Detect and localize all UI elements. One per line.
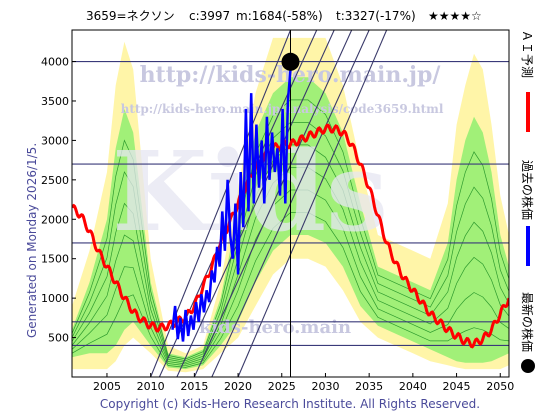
x-tick-label: 2010: [137, 380, 165, 393]
trend-line: [176, 30, 335, 377]
past-price-line: [171, 69, 292, 342]
legend-ai-prediction: ＡＩ予測: [520, 30, 534, 132]
y-tick-label: 1500: [41, 253, 69, 266]
y-tick-label: 500: [48, 332, 69, 345]
y-tick-label: 3500: [41, 95, 69, 108]
trend-line: [193, 30, 353, 377]
plot-border: [71, 29, 510, 378]
watermark-bottom: kids-hero.main: [199, 317, 351, 338]
target-stat: t:3327(-17%): [336, 9, 416, 23]
stock-code-name: 3659=ネクソン: [86, 9, 175, 23]
trend-line: [237, 30, 388, 377]
x-tick-label: 2020: [224, 380, 252, 393]
min-stat: m:1684(-58%): [236, 9, 323, 23]
legend-ai-label: ＡＩ予測: [520, 30, 534, 78]
x-tick-label: 2005: [93, 380, 121, 393]
band-contour-line: [72, 189, 509, 367]
x-tick-label: 2015: [180, 380, 208, 393]
legend-past-price: 過去の株価: [520, 160, 535, 266]
copyright-footer: Copyright (c) Kids-Hero Research Institu…: [100, 397, 480, 411]
x-tick-label: 2035: [355, 380, 383, 393]
band-contour-line: [72, 122, 509, 362]
x-tick-label: 2030: [311, 380, 339, 393]
latest-price-dot: [281, 52, 300, 71]
legend-latest-dot: [521, 359, 535, 373]
band-contour-line: [72, 99, 509, 360]
ai-prediction-line: [72, 123, 509, 349]
band-contour-line: [72, 167, 509, 365]
y-tick-label: 3000: [41, 134, 69, 147]
x-tick-label: 2025: [268, 380, 296, 393]
x-tick-label: 2045: [443, 380, 471, 393]
x-tick-label: 2050: [486, 380, 514, 393]
legend: ＡＩ予測 過去の株価 最新の株価: [520, 30, 535, 373]
band-contour-line: [72, 144, 509, 363]
legend-latest-label: 最新の株価: [520, 292, 535, 352]
current-price: c:3997: [189, 9, 230, 23]
y-tick-label: 2000: [41, 213, 69, 226]
rating-stars: ★★★★☆: [428, 9, 482, 23]
generated-date: Generated on Monday 2026/1/5.: [25, 143, 39, 338]
legend-past-label: 過去の株価: [520, 160, 535, 220]
x-tick-label: 2040: [399, 380, 427, 393]
legend-latest-price: 最新の株価: [520, 292, 535, 373]
y-tick-label: 1000: [41, 292, 69, 305]
y-tick-label: 4000: [41, 56, 69, 69]
y-tick-label: 2500: [41, 174, 69, 187]
